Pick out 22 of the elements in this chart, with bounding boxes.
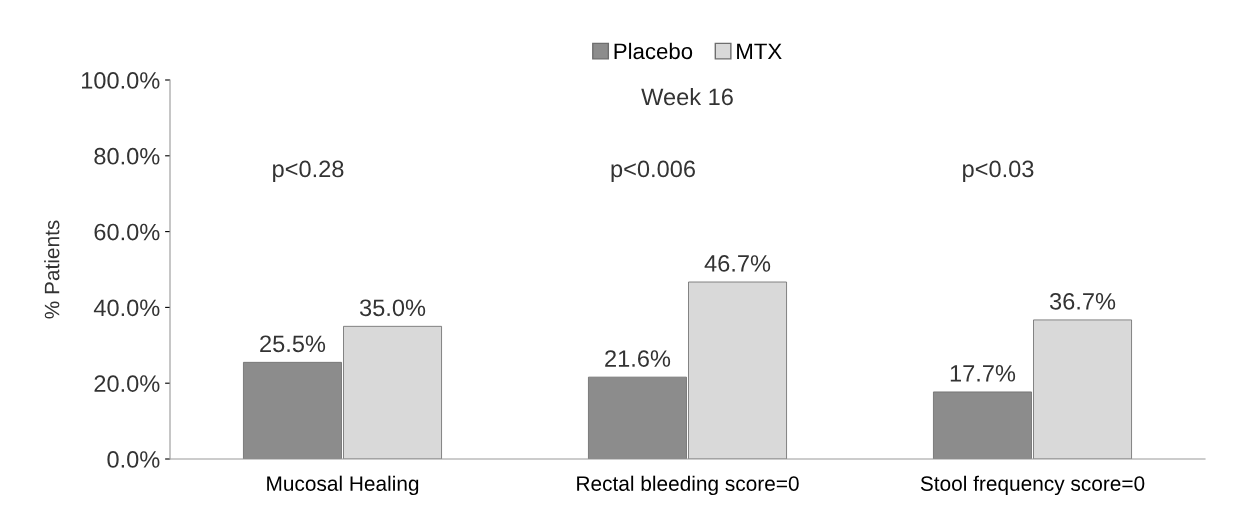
x-tick-label: Mucosal Healing bbox=[267, 475, 419, 496]
x-tick-label: Rectal bleeding score=0 bbox=[577, 475, 799, 496]
annotation: p<0.03 bbox=[963, 160, 1034, 182]
data-label: 46.7% bbox=[704, 255, 771, 272]
y-tick-label: 40.0% bbox=[93, 299, 160, 317]
data-label: 35.0% bbox=[359, 299, 426, 317]
chart-title: Week 16 bbox=[641, 87, 733, 106]
y-tick-label: 100.0% bbox=[82, 72, 160, 89]
data-label: 17.7% bbox=[950, 365, 1016, 382]
y-tick-label: 80.0% bbox=[94, 147, 160, 165]
data-label: 25.5% bbox=[260, 335, 326, 353]
legend-label: MTX bbox=[737, 43, 782, 59]
data-label: 36.7% bbox=[1049, 292, 1116, 310]
legend-label: Placebo bbox=[614, 42, 693, 60]
x-tick-label: Stool frequency score=0 bbox=[920, 475, 1145, 496]
data-label: 21.6% bbox=[605, 350, 671, 367]
y-tick-label: 20.0% bbox=[94, 375, 160, 392]
y-tick-label: 60.0% bbox=[94, 223, 160, 241]
y-axis-title: % Patients bbox=[44, 220, 60, 319]
y-tick-label: 0.0% bbox=[107, 451, 160, 468]
annotation: p<0.006 bbox=[611, 160, 695, 182]
annotation: p<0.28 bbox=[273, 160, 344, 182]
